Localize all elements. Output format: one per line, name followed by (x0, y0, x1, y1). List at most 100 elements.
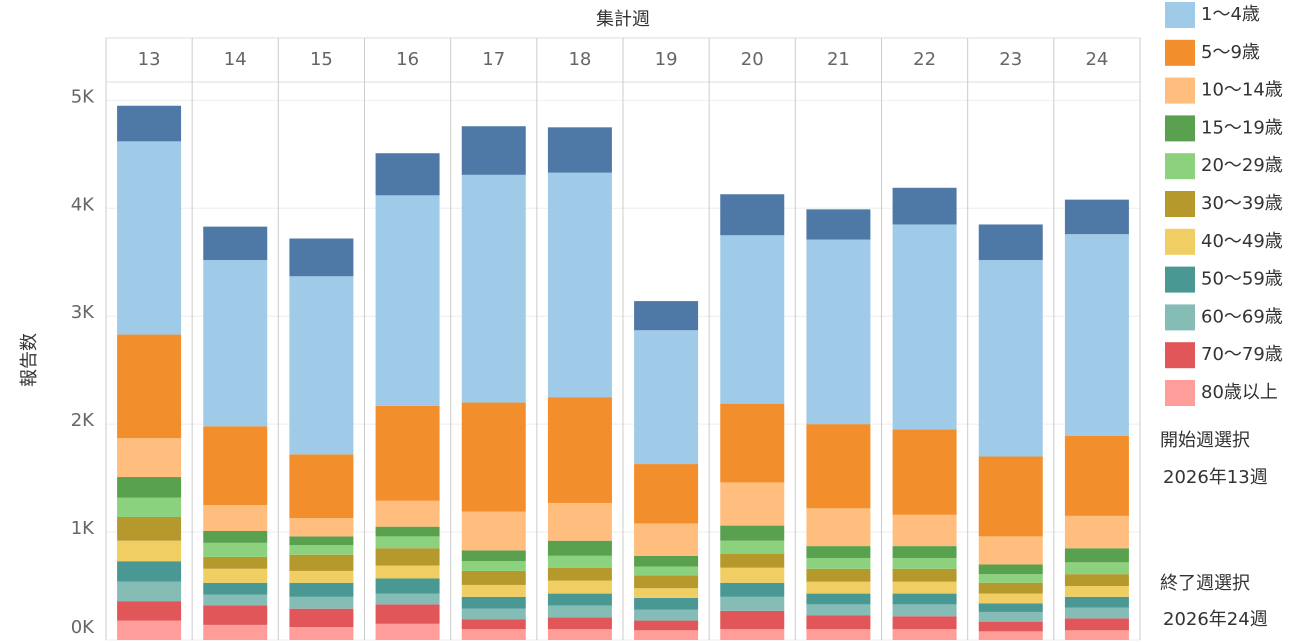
bar-segment (634, 301, 699, 331)
bar-segment (806, 239, 871, 425)
bar-segment (547, 593, 612, 606)
bar-segment (806, 568, 871, 582)
filter-value[interactable]: 2026年13週 (1163, 467, 1268, 488)
bar-segment (978, 621, 1043, 632)
bar-segment (1064, 630, 1129, 640)
bar-segment (978, 582, 1043, 594)
bar-segment (806, 615, 871, 630)
bar-segment (634, 620, 699, 631)
bar-segment (547, 172, 612, 398)
bar-segment (720, 553, 785, 568)
legend-label: 5～9歳 (1201, 42, 1260, 63)
bar-segment (203, 226, 268, 261)
bar-segment (289, 238, 354, 277)
y-tick-label: 2K (71, 410, 95, 431)
bar-segment (720, 235, 785, 404)
x-tick-label: 16 (396, 49, 419, 70)
bar-segment (117, 581, 182, 602)
bar-segment (461, 511, 526, 551)
x-tick-label: 14 (224, 49, 247, 70)
bar-segment (461, 570, 526, 585)
bar-segment (720, 194, 785, 236)
bar-segment (117, 334, 182, 439)
legend-swatch (1165, 191, 1195, 217)
bar-segment (117, 105, 182, 142)
legend-swatch (1165, 304, 1195, 331)
legend-label: 60～69歳 (1201, 306, 1283, 327)
y-tick-label: 5K (71, 86, 95, 107)
x-tick-label: 24 (1085, 49, 1108, 70)
bar-segment (806, 546, 871, 558)
bar-segment (978, 593, 1043, 604)
bar-segment (1064, 515, 1129, 549)
legend-label: 50～59歳 (1201, 269, 1283, 290)
bar-segment (806, 629, 871, 640)
bar-segment (375, 548, 440, 566)
bar-segment (203, 582, 268, 595)
legend-swatch (1165, 2, 1195, 28)
bar-segment (289, 582, 354, 597)
legend-label: 40～49歳 (1201, 231, 1283, 252)
bar-segment (289, 276, 354, 455)
bar-segment (203, 624, 268, 640)
bar-segment (203, 594, 268, 606)
bar-segment (892, 514, 957, 547)
x-tick-label: 15 (310, 49, 333, 70)
bar-segment (461, 619, 526, 630)
bar-segment (634, 566, 699, 576)
y-tick-label: 4K (71, 194, 95, 215)
bar-segment (289, 454, 354, 519)
y-axis-title: 報告数 (19, 333, 40, 387)
bar-segment (892, 568, 957, 582)
filter-value[interactable]: 2026年24週 (1163, 609, 1268, 630)
bar-segment (634, 464, 699, 524)
bar-segment (547, 605, 612, 618)
legend-swatch (1165, 380, 1195, 406)
bar-segment (1064, 436, 1129, 516)
bar-segment (203, 260, 268, 427)
bar-segment (1064, 574, 1129, 587)
bar-segment (203, 426, 268, 506)
bar-segment (375, 536, 440, 549)
bar-segment (892, 187, 957, 225)
bar-segment (203, 568, 268, 583)
bar-segment (720, 610, 785, 630)
x-tick-label: 23 (999, 49, 1022, 70)
bar-segment (892, 557, 957, 569)
bar-segment (892, 593, 957, 605)
bar-segment (806, 557, 871, 569)
bar-segment (289, 554, 354, 571)
y-tick-label: 3K (71, 302, 95, 323)
bar-segment (892, 629, 957, 640)
bar-segment (634, 597, 699, 610)
bar-segment (461, 550, 526, 562)
legend-label: 80歳以上 (1201, 382, 1278, 403)
bar-segment (806, 604, 871, 616)
legend-label: 70～79歳 (1201, 344, 1283, 365)
bar-segment (1064, 199, 1129, 235)
bar-segment (720, 582, 785, 597)
bar-segment (978, 536, 1043, 565)
bar-segment (461, 126, 526, 175)
filter-label: 開始週選択 (1160, 430, 1250, 451)
x-tick-label: 13 (138, 49, 161, 70)
bar-segment (461, 402, 526, 512)
bar-segment (289, 608, 354, 628)
bar-segment (634, 330, 699, 465)
bar-segment (375, 500, 440, 527)
bar-segment (892, 224, 957, 430)
bar-segment (289, 545, 354, 555)
bar-segment (978, 574, 1043, 583)
bar-segment (289, 570, 354, 583)
bar-segment (375, 604, 440, 624)
bar-segment (117, 540, 182, 562)
bar-segment (806, 581, 871, 594)
bar-segment (892, 604, 957, 617)
bar-segment (892, 616, 957, 630)
bar-segment (978, 603, 1043, 612)
bar-segment (547, 629, 612, 640)
bar-segment (1064, 618, 1129, 631)
bar-segment (1064, 234, 1129, 437)
legend-label: 15～19歳 (1201, 117, 1283, 138)
